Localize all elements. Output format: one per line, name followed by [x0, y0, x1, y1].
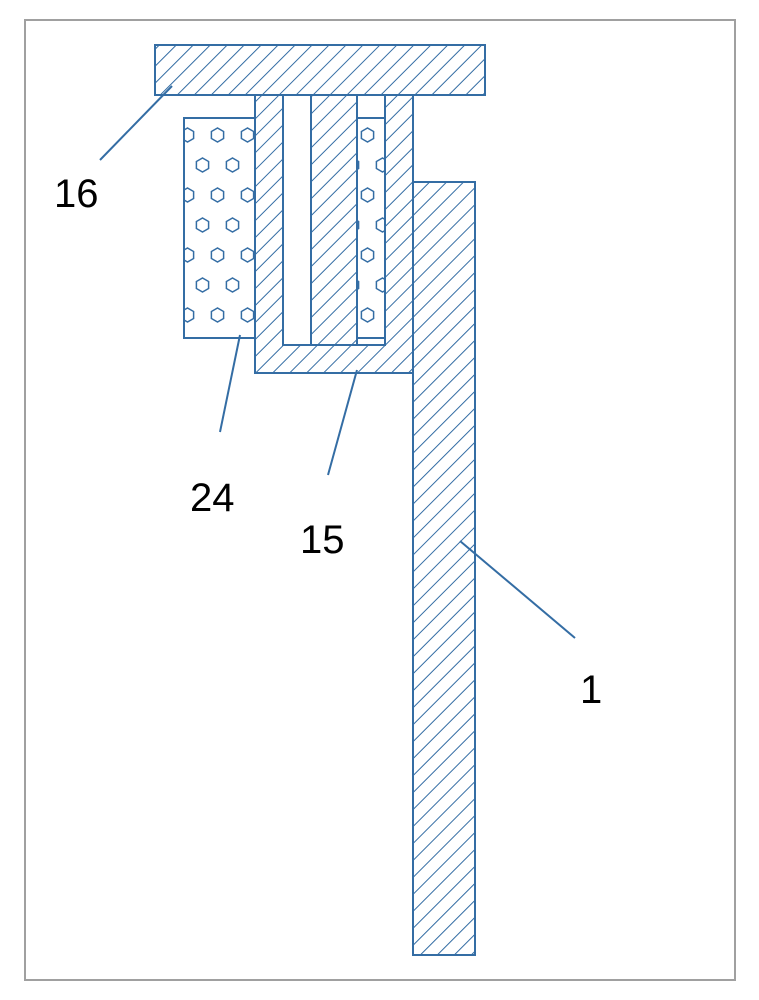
label-16: 16 — [54, 172, 99, 217]
leader-l15 — [328, 370, 357, 475]
label-1: 1 — [580, 668, 602, 713]
part-1 — [413, 182, 475, 955]
stem — [311, 95, 357, 345]
diagram-canvas — [0, 0, 759, 1000]
part-16 — [155, 45, 485, 95]
label-15: 15 — [300, 518, 345, 563]
label-24: 24 — [190, 476, 235, 521]
leader-l16 — [100, 86, 172, 160]
leader-l1 — [460, 541, 575, 638]
leader-l24 — [220, 335, 240, 432]
